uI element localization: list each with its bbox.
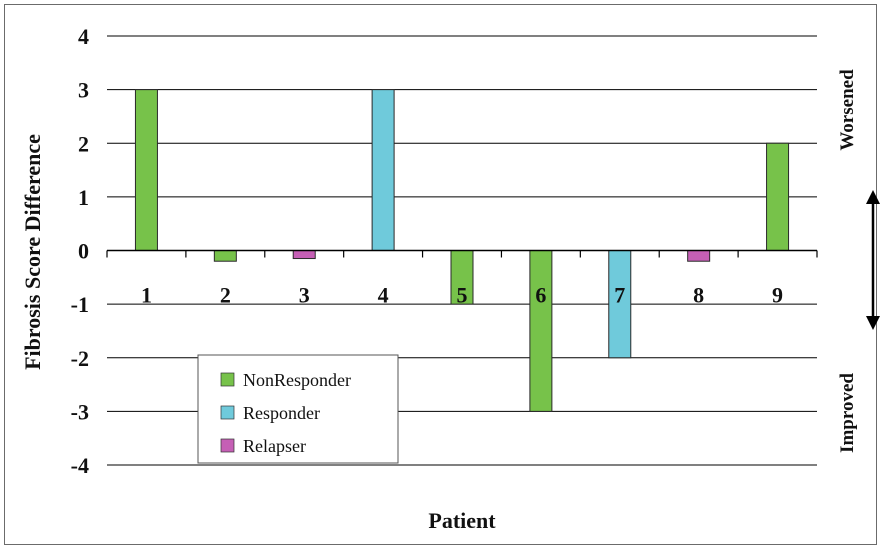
legend: NonResponder Responder Relapser	[198, 355, 398, 463]
y-tick-label: 1	[78, 185, 89, 210]
legend-label-nonresponder: NonResponder	[243, 370, 351, 390]
legend-label-relapser: Relapser	[243, 436, 306, 456]
x-tick-label: 9	[772, 283, 783, 308]
y-axis-title: Fibrosis Score Difference	[20, 134, 45, 370]
x-tick-label: 5	[457, 283, 468, 308]
worsened-label: Worsened	[837, 69, 858, 151]
y-tick-label: 3	[78, 78, 89, 103]
bar-patient-3	[293, 251, 315, 259]
bar-patient-2	[214, 251, 236, 262]
bar-patient-9	[767, 143, 789, 250]
y-tick-label: 4	[78, 24, 89, 49]
bar-patient-1	[135, 90, 157, 251]
improved-label: Improved	[837, 373, 858, 453]
bar-patient-4	[372, 90, 394, 251]
x-tick-label: 6	[535, 283, 546, 308]
x-axis-title: Patient	[428, 508, 496, 533]
y-tick-label: 0	[78, 239, 89, 264]
y-tick-label: -4	[71, 453, 89, 478]
x-tick-label: 2	[220, 283, 231, 308]
legend-swatch-nonresponder	[221, 373, 234, 386]
x-tick-label: 7	[614, 283, 625, 308]
y-tick-label: 2	[78, 131, 89, 156]
x-tick-label: 8	[693, 283, 704, 308]
x-tick-label: 1	[141, 283, 152, 308]
bar-patient-6	[530, 251, 552, 412]
legend-label-responder: Responder	[243, 403, 320, 423]
legend-swatch-relapser	[221, 439, 234, 452]
x-tick-label: 4	[378, 283, 389, 308]
bar-patient-8	[688, 251, 710, 262]
x-tick-label: 3	[299, 283, 310, 308]
legend-swatch-responder	[221, 406, 234, 419]
y-tick-label: -2	[71, 346, 89, 371]
y-tick-label: -1	[71, 292, 89, 317]
y-tick-label: -3	[71, 399, 89, 424]
double-arrow-icon	[866, 190, 880, 330]
